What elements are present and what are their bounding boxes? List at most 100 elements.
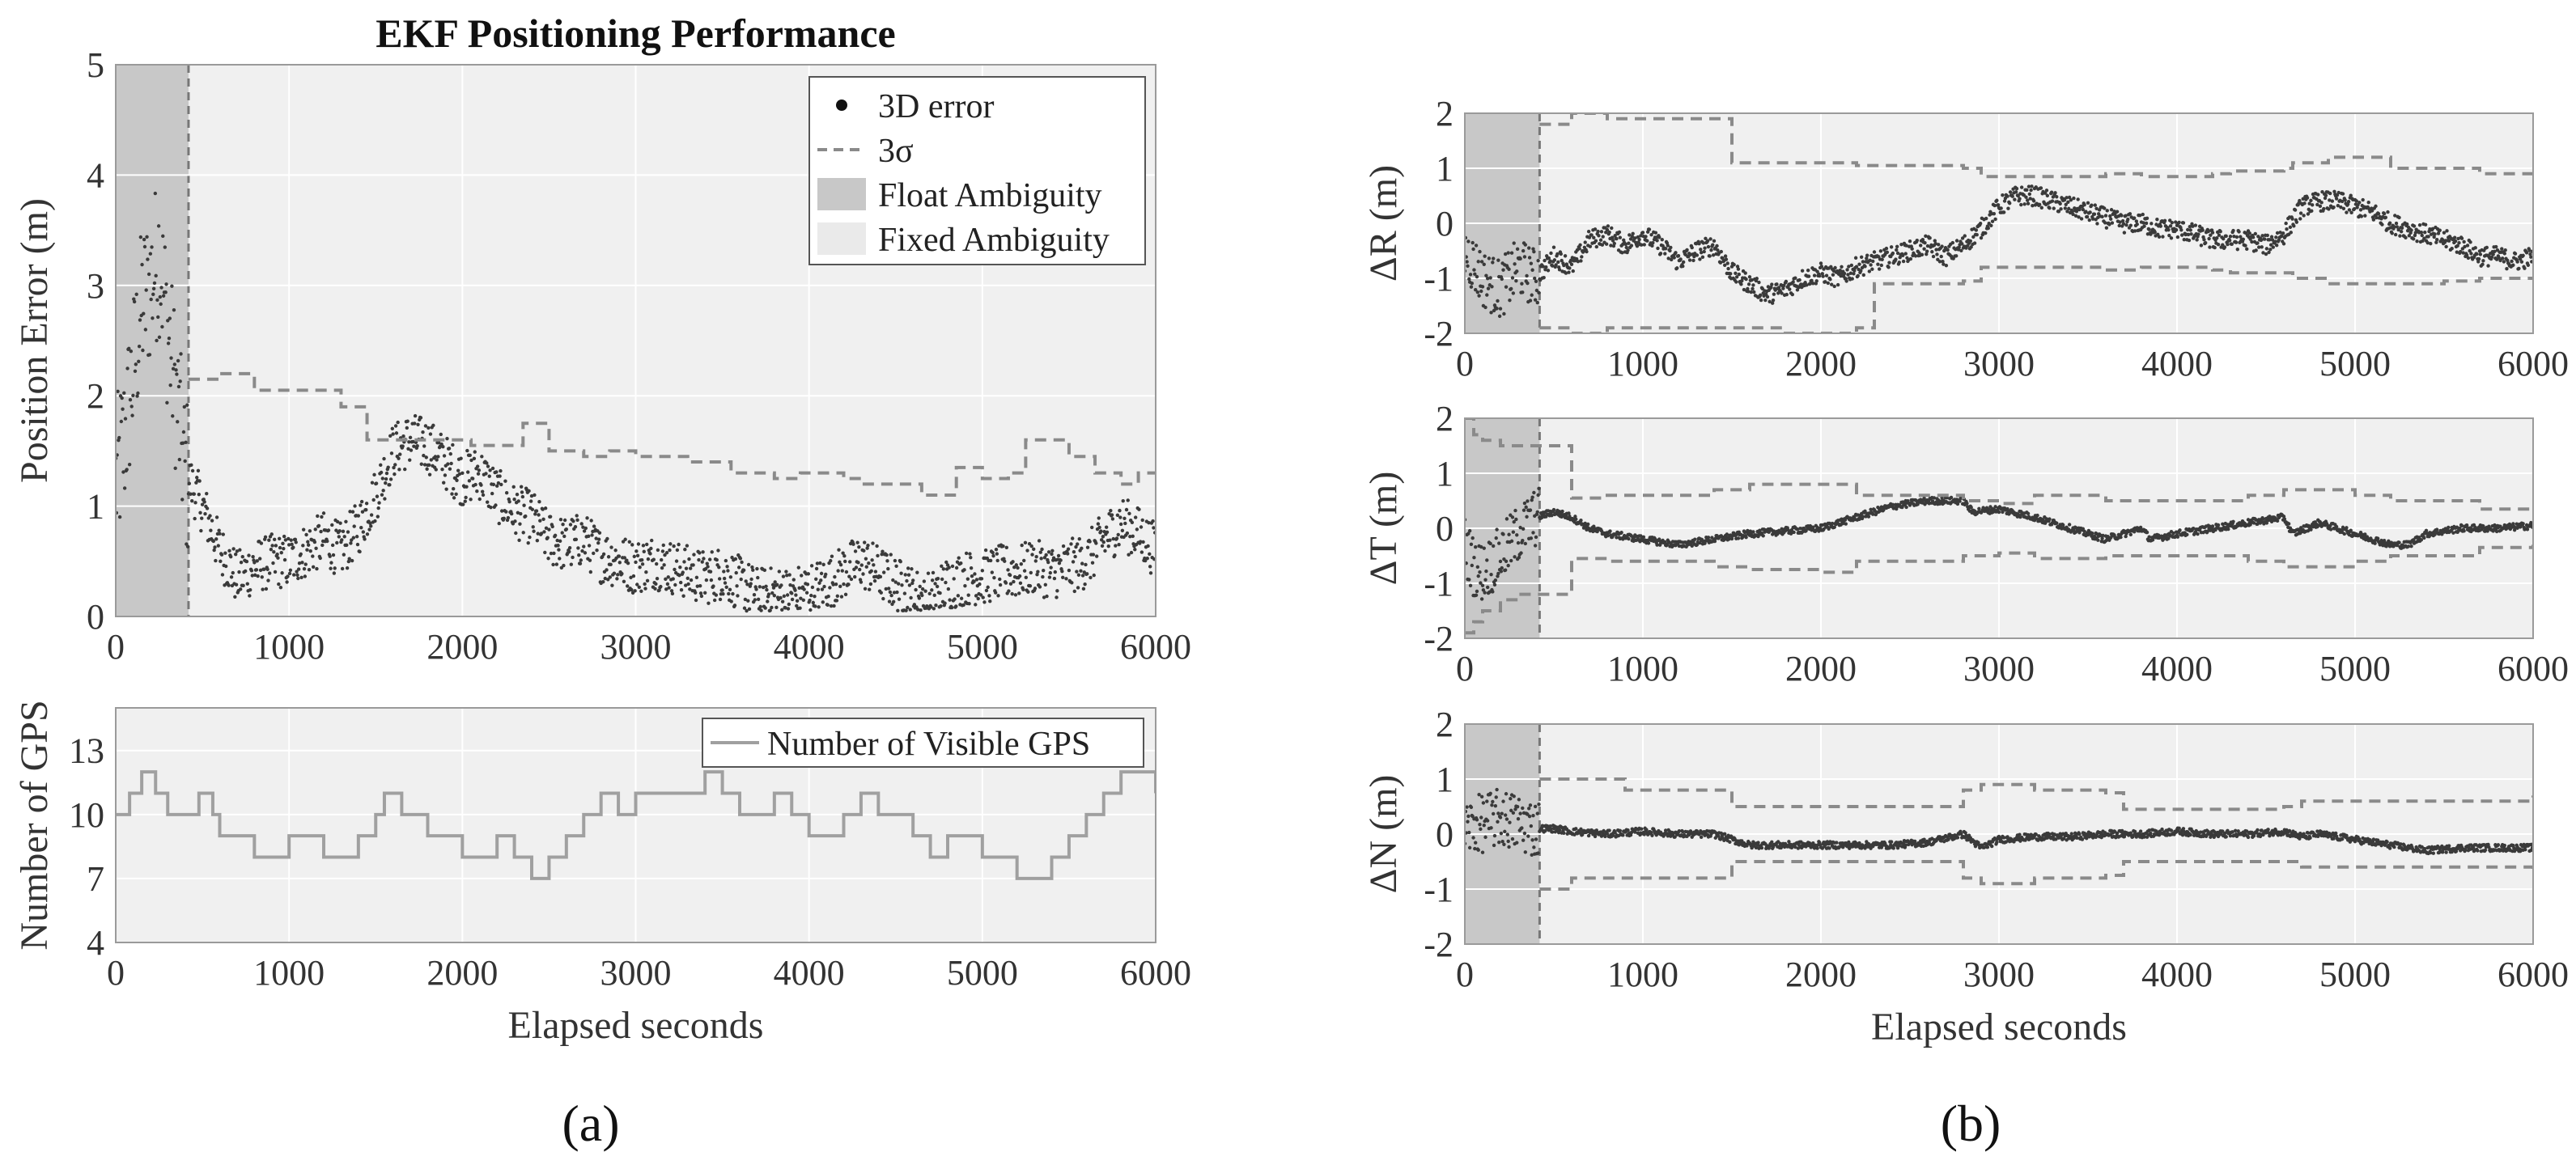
y-tick-label: 2 xyxy=(1436,94,1454,133)
y-axis-label: ΔT (m) xyxy=(1362,472,1405,586)
series-3-sigma-line xyxy=(1539,265,2533,333)
legend-entry-3sigma: 3σ xyxy=(878,133,914,170)
y-tick-label: 4 xyxy=(87,923,104,963)
x-tick-label: 6000 xyxy=(1120,627,1191,667)
y-tick-label: 1 xyxy=(87,487,104,527)
chart-title: EKF Positioning Performance xyxy=(376,11,895,56)
axes-frame xyxy=(115,707,1156,943)
legend-fixed-swatch xyxy=(817,222,866,255)
y-tick-label: 2 xyxy=(87,376,104,416)
series-3-sigma-line xyxy=(188,371,1156,497)
x-tick-label: 1000 xyxy=(1607,955,1678,994)
y-tick-label: -1 xyxy=(1424,564,1454,604)
series-3-sigma-line xyxy=(1539,113,2533,179)
panel-label-b: (b) xyxy=(1941,1095,2001,1152)
y-tick-label: 0 xyxy=(87,597,104,637)
x-tick-label: 4000 xyxy=(2141,955,2213,994)
series-3-sigma-line xyxy=(1539,860,2533,891)
series-error-dots xyxy=(1465,486,2533,601)
x-tick-label: 5000 xyxy=(947,627,1018,667)
y-axis-label: ΔR (m) xyxy=(1362,165,1405,282)
x-tick-label: 6000 xyxy=(2497,955,2569,994)
x-tick-label: 6000 xyxy=(1120,953,1191,993)
series-3-sigma-line xyxy=(1465,418,2533,512)
x-tick-label: 0 xyxy=(107,627,125,667)
y-tick-label: 5 xyxy=(87,45,104,85)
x-tick-label: 4000 xyxy=(2141,344,2213,383)
plot-marks xyxy=(116,770,1156,880)
y-tick-label: 2 xyxy=(1436,399,1454,438)
y-tick-label: 2 xyxy=(1436,705,1454,744)
legend: Number of Visible GPS xyxy=(702,718,1144,768)
chart-position-error: 0 1000 2000 3000 4000 5000 6000 0 1 2 3 4 5 Position … xyxy=(13,11,1191,667)
x-tick-label: 2000 xyxy=(1785,344,1857,383)
plot-marks xyxy=(1465,418,2533,635)
legend-box xyxy=(702,718,1144,768)
x-tick-label: 5000 xyxy=(2319,344,2391,383)
series-visible-gps-line xyxy=(116,770,1156,880)
legend-entry-fixed: Fixed Ambiguity xyxy=(878,222,1110,259)
y-tick-label: 10 xyxy=(69,795,104,835)
chart-delta-t: 0 1000 2000 3000 4000 5000 6000 -2 -1 0 1 2 ΔT (m) xyxy=(1362,399,2569,688)
x-axis-label: Elapsed seconds xyxy=(1871,1006,2127,1048)
plot-marks xyxy=(1465,113,2533,333)
legend-float-swatch xyxy=(817,178,866,210)
y-tick-label: 1 xyxy=(1436,760,1454,799)
x-tick-label: 4000 xyxy=(774,953,845,993)
y-tick-label: -2 xyxy=(1424,619,1454,659)
legend-entry-visible-gps: Number of Visible GPS xyxy=(767,726,1090,763)
x-tick-label: 2000 xyxy=(1785,955,1857,994)
axes-frame xyxy=(115,64,1156,617)
legend-entry-float: Float Ambiguity xyxy=(878,177,1102,214)
x-tick-label: 3000 xyxy=(1963,649,2035,688)
x-tick-label: 3000 xyxy=(601,953,672,993)
axes-frame xyxy=(1464,723,2534,945)
y-tick-label: 1 xyxy=(1436,454,1454,493)
x-tick-label: 5000 xyxy=(2319,649,2391,688)
float-ambiguity-region xyxy=(116,65,189,616)
x-tick-label: 0 xyxy=(1456,344,1474,383)
x-tick-label: 3000 xyxy=(601,627,672,667)
x-tick-label: 5000 xyxy=(947,953,1018,993)
y-tick-label: 7 xyxy=(87,859,104,899)
x-tick-label: 2000 xyxy=(427,953,498,993)
y-tick-label: -2 xyxy=(1424,314,1454,354)
x-tick-label: 6000 xyxy=(2497,344,2569,383)
y-tick-label: 1 xyxy=(1436,149,1454,188)
series-error-dots xyxy=(1465,787,2533,858)
axes-frame xyxy=(1464,417,2534,639)
x-tick-label: 5000 xyxy=(2319,955,2391,994)
series-error-dots xyxy=(116,191,1156,613)
x-tick-label: 0 xyxy=(107,953,125,993)
series-3-sigma-line xyxy=(1539,777,2533,811)
y-tick-label: 3 xyxy=(87,266,104,306)
x-tick-label: 4000 xyxy=(774,627,845,667)
y-tick-label: -1 xyxy=(1424,259,1454,299)
plot-marks xyxy=(116,191,1156,613)
x-tick-label: 1000 xyxy=(1607,344,1678,383)
series-3-sigma-line xyxy=(1465,544,2533,635)
plot-marks xyxy=(1465,777,2533,891)
x-tick-label: 2000 xyxy=(427,627,498,667)
chart-delta-n: 0 1000 2000 3000 4000 5000 6000 -2 -1 0 1 2 Elapsed … xyxy=(1362,705,2569,1048)
x-tick-label: 6000 xyxy=(2497,649,2569,688)
axes-frame xyxy=(1464,112,2534,334)
y-tick-label: 0 xyxy=(1436,509,1454,548)
x-tick-label: 2000 xyxy=(1785,649,1857,688)
y-axis-label: Position Error (m) xyxy=(13,198,56,483)
y-axis-label: Number of GPS xyxy=(13,700,56,950)
y-tick-label: -2 xyxy=(1424,925,1454,964)
legend-entry-3d-error: 3D error xyxy=(878,88,994,125)
y-tick-label: 0 xyxy=(1436,204,1454,244)
x-tick-label: 4000 xyxy=(2141,649,2213,688)
x-tick-label: 1000 xyxy=(253,953,325,993)
x-tick-label: 3000 xyxy=(1963,344,2035,383)
legend-dot-icon xyxy=(836,100,847,111)
x-tick-label: 0 xyxy=(1456,955,1474,994)
x-tick-label: 0 xyxy=(1456,649,1474,688)
chart-visible-gps: 0 1000 2000 3000 4000 5000 6000 4 7 10 13 Elapsed s… xyxy=(13,700,1191,1047)
y-tick-label: 0 xyxy=(1436,815,1454,854)
y-axis-label: ΔN (m) xyxy=(1362,775,1405,894)
x-tick-label: 1000 xyxy=(1607,649,1678,688)
